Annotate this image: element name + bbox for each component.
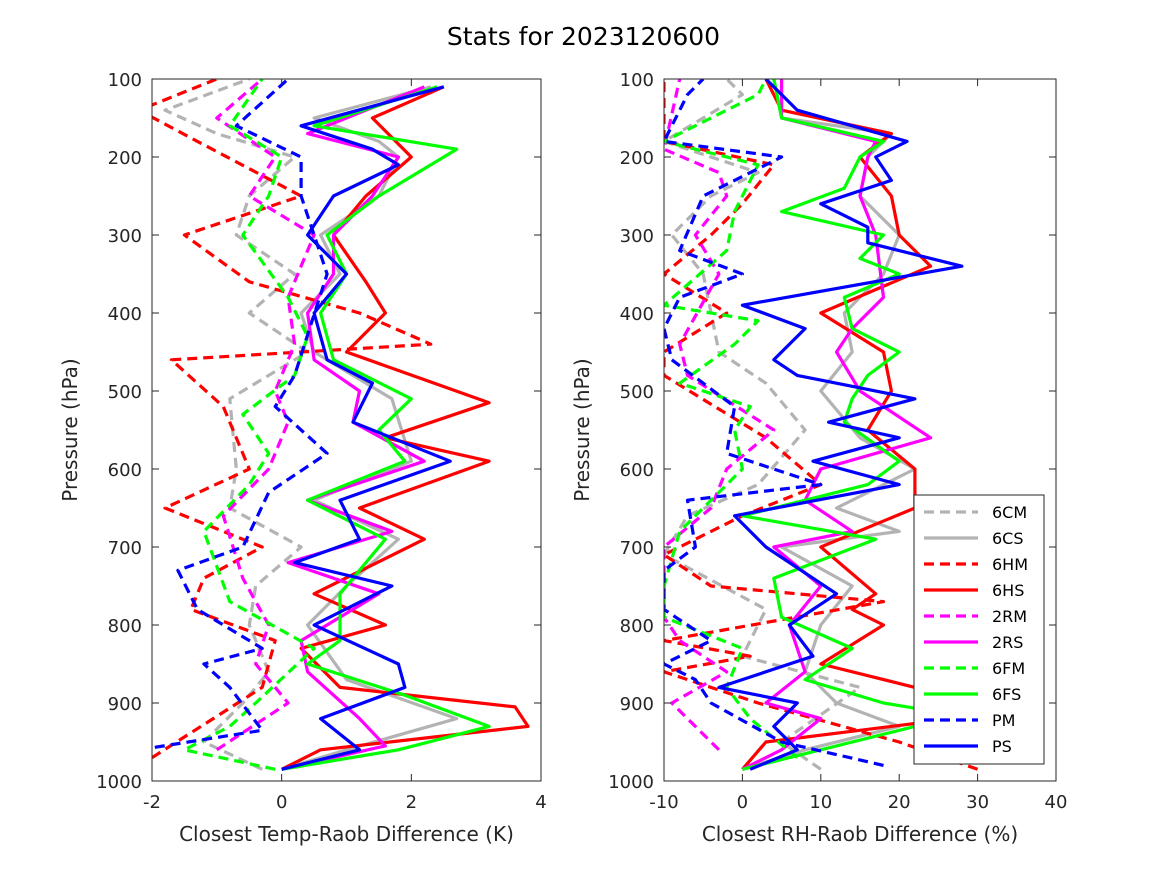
- temp-y-tick-label: 800: [108, 616, 142, 637]
- temp-y-tick-label: 1000: [96, 772, 142, 793]
- temp-y-tick-label: 900: [108, 694, 142, 715]
- temp-x-axis-label: Closest Temp-Raob Difference (K): [179, 822, 514, 846]
- temp-x-tick-label: -2: [143, 792, 161, 813]
- rh-x-tick-label: -10: [649, 792, 678, 813]
- rh-y-tick-label: 700: [620, 538, 654, 559]
- temp-y-tick-label: 100: [108, 70, 142, 91]
- temp-x-tick-label: 2: [406, 792, 417, 813]
- rh-series-ps: [717, 79, 964, 771]
- temp-series-6fs: [281, 85, 491, 771]
- temp-y-tick-label: 300: [108, 226, 142, 247]
- temp-series-6hs: [280, 85, 530, 771]
- legend-label-6hm: 6HM: [992, 555, 1028, 574]
- rh-y-tick-label: 300: [620, 226, 654, 247]
- rh-x-tick-label: 10: [809, 792, 832, 813]
- rh-x-tick-label: 20: [888, 792, 911, 813]
- legend-label-pm: PM: [992, 711, 1015, 730]
- rh-series-2rs: [741, 79, 933, 771]
- legend-label-2rs: 2RS: [992, 633, 1023, 652]
- chart-title: Stats for 2023120600: [446, 22, 721, 51]
- rh-y-tick-label: 500: [620, 382, 654, 403]
- temp-difference-panel: -2 0 2 4 100 200 300 400 500 600 700 800 900 1000 Clos…: [58, 70, 547, 846]
- rh-axes-box: [663, 78, 1057, 782]
- rh-x-tick-label: 40: [1045, 792, 1068, 813]
- temp-y-tick-label: 400: [108, 304, 142, 325]
- rh-x-tick-label: 0: [737, 792, 748, 813]
- legend-label-2rm: 2RM: [992, 607, 1027, 626]
- temp-y-tick-label: 600: [108, 460, 142, 481]
- temp-axes-box: [151, 78, 542, 782]
- temp-series-group: [152, 79, 530, 771]
- rh-y-tick-label: 800: [620, 616, 654, 637]
- rh-y-tick-label: 900: [620, 694, 654, 715]
- legend-box: [913, 494, 1045, 765]
- rh-y-tick-label: 600: [620, 460, 654, 481]
- temp-series-6hm: [152, 79, 433, 759]
- rh-y-tick-label: 200: [620, 148, 654, 169]
- temp-y-tick-label: 200: [108, 148, 142, 169]
- rh-series-6cm: [664, 79, 862, 771]
- legend-label-6fm: 6FM: [992, 659, 1025, 678]
- rh-x-tick-label: 30: [966, 792, 989, 813]
- legend-label-6cm: 6CM: [992, 503, 1027, 522]
- temp-x-tick-label: 0: [276, 792, 287, 813]
- temp-y-axis-label: Pressure (hPa): [58, 358, 82, 501]
- legend-label-6hs: 6HS: [992, 581, 1024, 600]
- rh-x-axis-label: Closest RH-Raob Difference (%): [702, 822, 1018, 846]
- legend-label-6fs: 6FS: [992, 685, 1021, 704]
- temp-y-tick-label: 500: [108, 382, 142, 403]
- rh-y-tick-label: 100: [620, 70, 654, 91]
- temp-y-tick-label: 700: [108, 538, 142, 559]
- rh-y-tick-label: 1000: [608, 772, 654, 793]
- temp-series-ps: [281, 85, 452, 771]
- rh-series-2rm: [664, 79, 776, 751]
- rh-series-group: [664, 79, 979, 771]
- temp-series-6cm: [163, 79, 310, 771]
- temp-plot-area: [152, 79, 541, 781]
- temp-x-tick-label: 4: [535, 792, 546, 813]
- legend: 6CM 6CS 6HM 6HS 2RM 2RS 6FM 6FS PM PS: [913, 494, 1045, 765]
- legend-label-ps: PS: [992, 737, 1012, 756]
- rh-y-axis-label: Pressure (hPa): [570, 358, 594, 501]
- legend-label-6cs: 6CS: [992, 529, 1024, 548]
- temp-series-2rm: [215, 79, 316, 752]
- rh-y-tick-label: 400: [620, 304, 654, 325]
- rh-series-6fs: [740, 79, 933, 771]
